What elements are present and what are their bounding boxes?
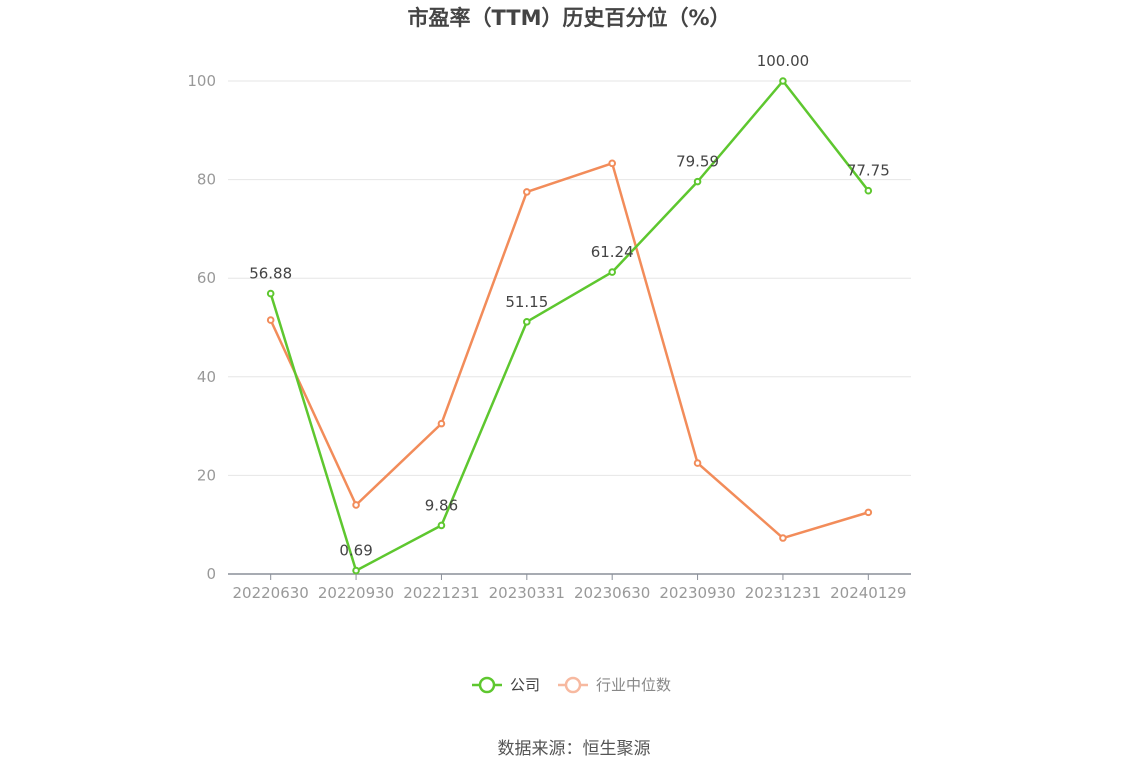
data-point[interactable] [352,566,360,575]
data-point[interactable] [352,501,360,509]
data-point[interactable] [864,186,873,195]
legend-label: 行业中位数 [596,676,671,694]
data-point[interactable] [608,159,616,168]
x-tick-label: 20240129 [830,584,906,602]
data-point[interactable] [266,316,275,324]
y-axis: 0 20 40 60 80 100 [187,72,216,583]
x-tick-label: 20230930 [659,584,735,602]
x-tick-label: 20231231 [745,584,821,602]
x-tick-label: 20221231 [403,584,479,602]
data-label: 51.15 [505,293,548,311]
legend[interactable]: 公司 行业中位数 [472,676,671,694]
data-point[interactable] [779,77,787,85]
data-label: 61.24 [591,243,634,261]
data-labels: 56.88 0.69 9.86 51.15 61.24 79.59 100.00 77.75 [249,52,890,560]
x-tick-label: 20220930 [318,584,394,602]
source-note: 数据来源：恒生聚源 [498,739,651,759]
data-label: 77.75 [847,162,890,180]
legend-item-0[interactable]: 公司 [472,676,540,694]
data-label: 56.88 [249,265,292,283]
y-tick-label: 80 [197,171,216,189]
y-tick-label: 40 [197,368,216,386]
x-tick-label: 20220630 [233,584,309,602]
y-tick-label: 0 [206,565,216,583]
legend-item-1[interactable]: 行业中位数 [558,676,671,694]
legend-label: 公司 [510,676,540,694]
x-axis: 20220630 20220930 20221231 20230331 20230630… [228,573,911,602]
series-line-1 [269,162,869,540]
data-point[interactable] [779,534,787,542]
data-point[interactable] [608,268,616,276]
data-label: 100.00 [757,52,810,70]
x-tick-label: 20230331 [489,584,565,602]
y-tick-label: 20 [197,466,216,484]
data-point[interactable] [266,289,275,298]
y-tick-label: 60 [197,269,216,287]
legend-marker-icon [478,676,496,694]
data-label: 79.59 [676,153,719,171]
data-point[interactable] [693,177,702,186]
data-point[interactable] [693,459,702,467]
data-point[interactable] [864,508,873,517]
data-point[interactable] [437,521,446,530]
data-label: 9.86 [425,496,458,514]
x-tick-label: 20230630 [574,584,650,602]
chart-title: 市盈率（TTM）历史百分位（%） [407,6,730,30]
data-point[interactable] [437,419,446,428]
legend-marker-icon [564,676,582,694]
series-line-0 [269,79,870,572]
data-point[interactable] [523,318,531,326]
data-label: 0.69 [339,542,372,560]
y-tick-label: 100 [187,72,216,90]
series-layer [266,77,873,575]
grid [228,80,911,476]
data-point[interactable] [523,188,531,196]
